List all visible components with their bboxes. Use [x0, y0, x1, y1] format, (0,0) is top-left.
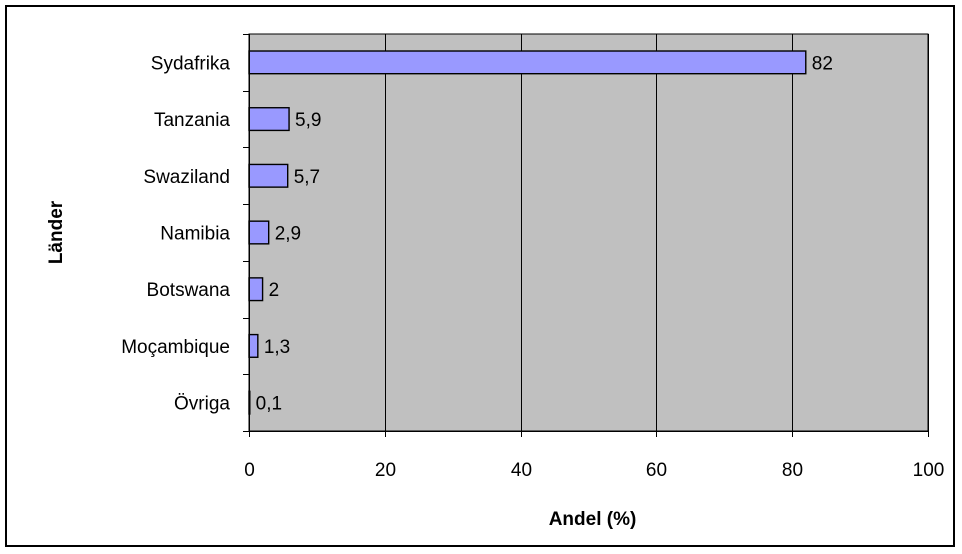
category-label-6: Övriga	[174, 394, 230, 415]
bar-4	[248, 277, 264, 302]
bar-5	[248, 333, 259, 358]
x-tick-label-4: 80	[782, 460, 803, 481]
data-label-3: 2,9	[275, 224, 301, 245]
data-label-4: 2	[269, 280, 280, 301]
x-tick-label-2: 40	[511, 460, 532, 481]
x-tick-label-3: 60	[646, 460, 667, 481]
bar-3	[248, 220, 270, 245]
category-label-3: Namibia	[160, 224, 230, 245]
category-label-2: Swaziland	[143, 167, 230, 188]
x-axis-title: Andel (%)	[549, 509, 637, 530]
x-tick-label-0: 0	[244, 460, 255, 481]
category-label-1: Tanzania	[154, 110, 230, 131]
x-tick-labels: 0 20 40 60 80 100	[244, 460, 944, 481]
data-label-1: 5,9	[295, 110, 321, 131]
gridlines	[385, 34, 929, 431]
bar-0	[248, 50, 807, 75]
plot-area	[248, 33, 929, 432]
data-label-0: 82	[812, 53, 833, 74]
category-label-0: Sydafrika	[151, 53, 231, 74]
data-label-2: 5,7	[294, 167, 320, 188]
category-labels: Sydafrika Tanzania Swaziland Namibia Botswan…	[121, 53, 230, 414]
category-label-5: Moçambique	[121, 337, 230, 358]
data-labels: 82 5,9 5,7 2,9 2 1,3 0,1	[256, 53, 833, 414]
x-tick-label-5: 100	[913, 460, 945, 481]
data-label-6: 0,1	[256, 394, 282, 415]
x-tick-label-1: 20	[375, 460, 396, 481]
axes	[243, 34, 929, 437]
data-label-5: 1,3	[264, 337, 290, 358]
category-label-4: Botswana	[147, 280, 231, 301]
y-axis-title: Länder	[46, 200, 67, 264]
bar-2	[248, 163, 289, 188]
bar-1	[248, 107, 290, 132]
